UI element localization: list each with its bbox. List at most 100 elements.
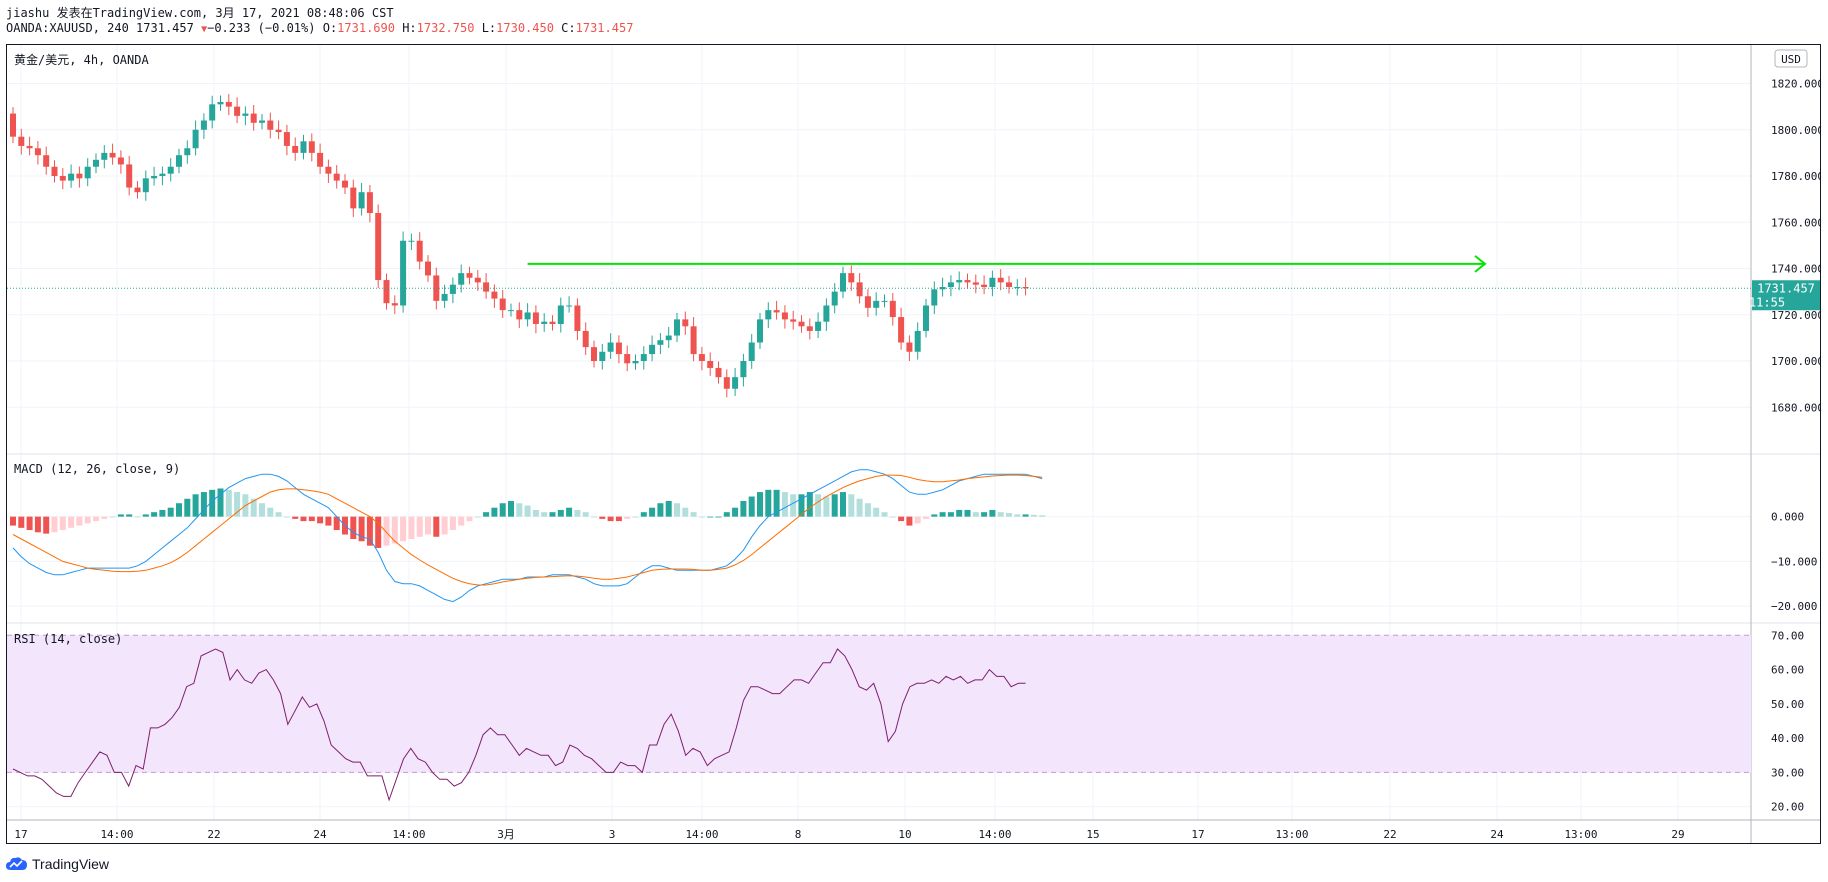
candle (748, 333, 755, 369)
macd-hist-bar (707, 516, 714, 518)
candle (615, 335, 622, 364)
candle-body (657, 340, 664, 345)
candle (698, 346, 705, 371)
candle (674, 312, 680, 343)
candle (574, 298, 581, 341)
candle-body (250, 113, 257, 123)
macd-hist-bar (126, 514, 133, 517)
candle-body (881, 300, 888, 302)
candle-body (557, 305, 564, 324)
candle-body (1014, 287, 1021, 288)
macd-hist-bar (557, 509, 564, 517)
candle (84, 158, 91, 187)
candle-body (740, 361, 747, 378)
macd-hist-bar (101, 516, 108, 519)
candle-body (690, 326, 697, 355)
macd-hist-bar (790, 494, 797, 517)
macd-hist-bar (566, 507, 573, 517)
candle-body (997, 277, 1004, 283)
candle (26, 136, 33, 156)
macd-hist-bar (51, 516, 58, 533)
chart-frame[interactable]: 1820.000 1800.000 1780.000 1760.000 1740.000… (6, 44, 1824, 844)
candle-body (325, 166, 332, 174)
macd-hist-bar (1039, 515, 1046, 517)
macd-hist-bar (640, 512, 647, 517)
macd-hist-bar (964, 509, 971, 517)
candle (400, 231, 407, 313)
candle-body (856, 282, 863, 297)
candle-body (524, 312, 531, 320)
macd-hist-bar (441, 516, 448, 535)
candle-body (84, 166, 91, 179)
candle (989, 270, 996, 297)
x-tick-label: 14:00 (685, 828, 718, 841)
macd-hist-bar (267, 507, 274, 517)
candles[interactable] (10, 94, 1029, 398)
candle (200, 113, 207, 139)
candle-body (43, 155, 50, 167)
x-tick-label: 13:00 (1564, 828, 1597, 841)
candle-body (225, 102, 232, 107)
macd-hist-bar (275, 512, 282, 517)
macd-hist-bar (765, 489, 772, 517)
macd-hist-bar (914, 516, 921, 524)
tradingview-brand[interactable]: TradingView (32, 856, 110, 872)
candle (649, 335, 656, 362)
candle-body (441, 293, 448, 301)
y-tick-label: 40.00 (1771, 732, 1804, 745)
candle-body (574, 305, 581, 331)
macd-hist-bar (723, 512, 730, 517)
resistance-arrow[interactable] (527, 255, 1487, 273)
candle (499, 290, 506, 318)
macd-hist-bar (1022, 514, 1029, 517)
candle (383, 273, 390, 310)
candle (765, 302, 772, 328)
tradingview-footer[interactable]: TradingView (6, 854, 109, 874)
time-axis: 17 14:00 22 24 14:00 3月 3 14:00 8 10 14:00 15 17 13:0… (14, 828, 1684, 841)
candle (624, 345, 631, 372)
macd-hist-bar (997, 512, 1004, 517)
candle-body (350, 187, 357, 209)
candle (939, 277, 946, 297)
candle-body (176, 155, 182, 167)
candle-body (300, 141, 307, 153)
candle (449, 277, 456, 304)
macd-hist-bar (923, 516, 929, 519)
macd-hist-bar (43, 516, 50, 534)
candle (425, 255, 431, 282)
candle-body (649, 344, 656, 355)
candle (250, 105, 257, 131)
macd-hist-bar (433, 516, 440, 537)
candle (76, 166, 83, 188)
low-label: L: (481, 21, 497, 35)
candle-body (51, 166, 58, 176)
candle-body (259, 120, 265, 123)
last-price-tag-value: 1731.457 (1757, 281, 1815, 295)
candle (242, 106, 249, 126)
y-tick-label: 70.00 (1771, 629, 1804, 642)
candle-body (151, 176, 158, 179)
y-tick-label: 1680.000 (1771, 401, 1820, 414)
macd-hist-bar (582, 512, 589, 517)
candle-body (665, 335, 672, 341)
currency-badge[interactable]: USD (1781, 53, 1801, 66)
macd-hist-bar (109, 516, 116, 518)
macd-hist-bar (591, 516, 597, 518)
candle (723, 369, 730, 398)
candle (134, 181, 141, 199)
candle-body (93, 159, 99, 167)
macd-histogram (10, 488, 1046, 548)
currency-badge-box[interactable] (1774, 49, 1808, 68)
candle (151, 166, 158, 186)
candle-body (1022, 287, 1029, 289)
candle (275, 120, 282, 140)
candle-body (898, 317, 905, 343)
high-label: H: (402, 21, 417, 35)
candle-body (541, 321, 548, 324)
chart-svg[interactable]: 1820.0001800.0001780.0001760.0001740.000… (7, 45, 1824, 843)
macd-hist-bar (864, 503, 871, 517)
rsi-pane-title: RSI (14, close) (14, 632, 122, 646)
last-price-tag-box (1752, 280, 1820, 311)
candle (308, 133, 315, 162)
symbol-ohlc-line: OANDA:XAUUSD, 240 1731.457 ▼−0.233 (−0.0… (6, 21, 633, 35)
